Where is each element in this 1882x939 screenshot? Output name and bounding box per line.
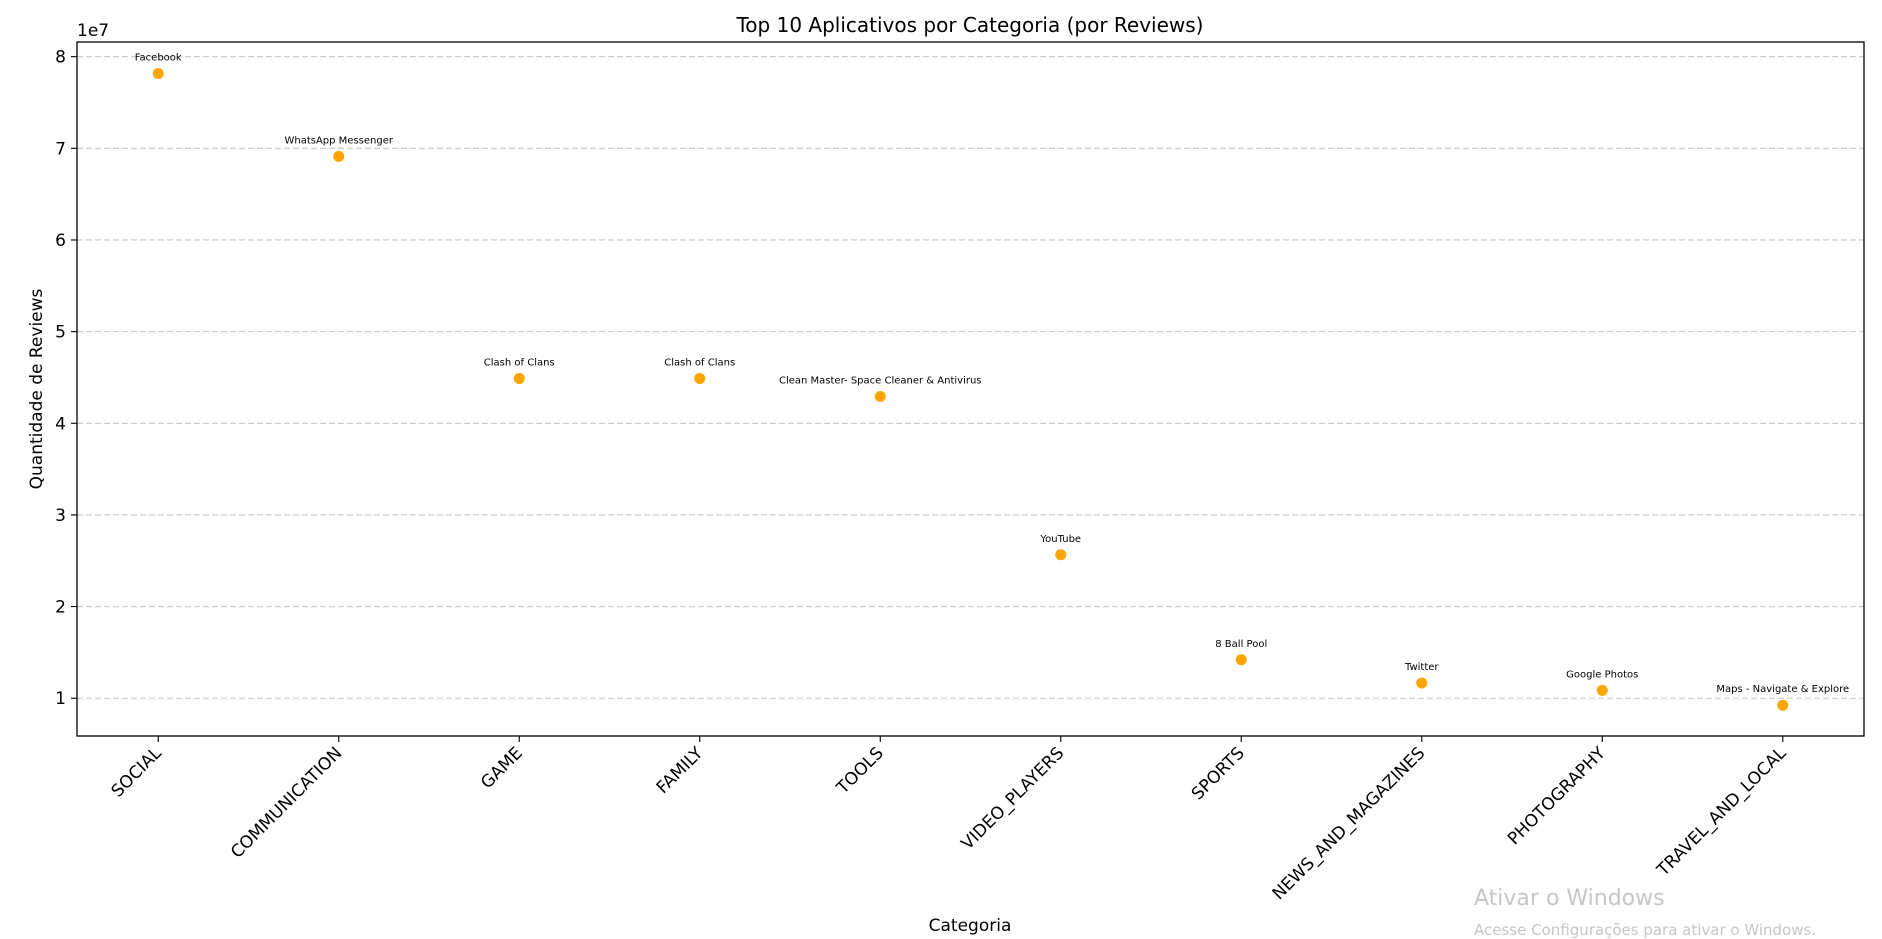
data-point: [1596, 684, 1608, 696]
y-tick-label: 6: [55, 231, 66, 251]
point-label: Clash of Clans: [484, 357, 555, 368]
y-tick-label: 5: [55, 323, 66, 343]
windows-activation-subtitle: Acesse Configurações para ativar o Windo…: [1474, 921, 1817, 939]
data-point: [1235, 654, 1247, 666]
plot-frame: [76, 41, 1865, 737]
point-label: 8 Ball Pool: [1215, 639, 1267, 650]
y-tick-label: 4: [55, 414, 66, 434]
x-tick-label: FAMILY: [653, 743, 708, 798]
x-tick-label: TOOLS: [832, 743, 887, 798]
point-label: Clean Master- Space Cleaner & Antivirus: [779, 376, 982, 387]
y-tick-label: 3: [55, 506, 66, 526]
windows-activation-title: Ativar o Windows: [1474, 886, 1665, 911]
x-tick-label: NEWS_AND_MAGAZINES: [1269, 743, 1430, 904]
x-axis-ticks: SOCIAL COMMUNICATION GAME FAMILY TOOLS VIDEO_…: [108, 736, 1791, 904]
point-label: Facebook: [135, 53, 182, 64]
y-tick-label: 8: [55, 48, 66, 68]
data-point: [333, 150, 345, 162]
data-point: [694, 372, 706, 384]
y-axis-offset-label: 1e7: [77, 21, 109, 41]
point-label: Google Photos: [1566, 669, 1638, 680]
x-tick-label: SPORTS: [1188, 743, 1249, 804]
point-label: WhatsApp Messenger: [284, 135, 393, 146]
data-point: [1055, 549, 1067, 561]
point-label: Twitter: [1404, 662, 1439, 673]
x-tick-label: SOCIAL: [108, 743, 166, 801]
x-tick-label: COMMUNICATION: [227, 743, 346, 862]
point-label: YouTube: [1039, 534, 1081, 545]
y-axis-ticks: 1 2 3 4 5 6 7 8: [55, 48, 77, 709]
x-tick-label: PHOTOGRAPHY: [1504, 743, 1610, 849]
data-points: Facebook WhatsApp Messenger Clash of Clans…: [135, 53, 1849, 711]
x-tick-label: VIDEO_PLAYERS: [958, 743, 1069, 854]
y-axis-label: Quantidade de Reviews: [27, 288, 47, 489]
data-point: [1777, 699, 1789, 711]
point-label: Maps - Navigate & Explore: [1716, 684, 1849, 695]
x-tick-label: TRAVEL_AND_LOCAL: [1653, 743, 1791, 881]
y-tick-label: 7: [55, 139, 66, 159]
x-axis-label: Categoria: [929, 916, 1012, 936]
y-tick-label: 1: [55, 689, 66, 709]
chart-title: Top 10 Aplicativos por Categoria (por Re…: [735, 13, 1203, 37]
data-point: [874, 391, 886, 403]
y-tick-label: 2: [55, 598, 66, 618]
y-grid: [77, 56, 1864, 699]
data-point: [152, 68, 164, 80]
x-tick-label: GAME: [477, 743, 527, 793]
data-point: [1416, 677, 1428, 689]
point-label: Clash of Clans: [664, 357, 735, 368]
data-point: [513, 372, 525, 384]
